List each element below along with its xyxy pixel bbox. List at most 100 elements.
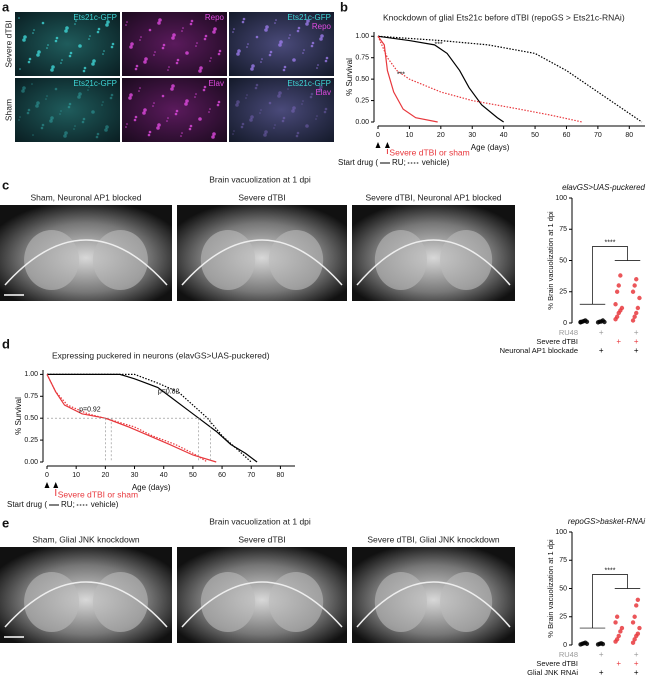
cell-signal — [134, 115, 138, 119]
cell-signal — [209, 60, 211, 62]
cell-signal — [264, 130, 268, 134]
cell-signal — [265, 25, 269, 29]
survival-curve — [46, 374, 217, 463]
cell-signal — [211, 135, 215, 139]
y-tick-label: 1.00 — [355, 33, 369, 40]
legend-text: RU; — [392, 158, 406, 167]
cell-signal — [101, 104, 103, 106]
cell-signal — [60, 110, 62, 112]
cell-signal — [235, 103, 239, 107]
cell-signal — [21, 89, 25, 93]
cell-signal — [302, 100, 304, 102]
brain-lobe — [24, 572, 80, 632]
data-point — [616, 283, 621, 288]
cell-signal — [156, 126, 160, 130]
arrow — [53, 482, 59, 488]
cell-signal — [208, 111, 210, 113]
cell-signal — [242, 17, 246, 21]
arrow — [44, 482, 50, 488]
cell-signal — [152, 105, 154, 107]
data-point — [632, 614, 637, 619]
cell-signal — [142, 111, 146, 115]
cell-signal — [140, 36, 142, 38]
cell-signal — [158, 18, 162, 22]
cell-signal — [126, 21, 128, 23]
data-point — [618, 629, 623, 634]
cell-signal — [175, 61, 179, 65]
cell-signal — [182, 27, 184, 29]
cell-signal — [55, 36, 59, 40]
cell-signal — [190, 19, 194, 23]
cell-signal — [134, 67, 138, 71]
cell-signal — [61, 59, 63, 61]
cell-signal — [92, 59, 96, 63]
cell-signal — [296, 29, 300, 33]
data-point — [614, 289, 620, 294]
cell-signal — [110, 45, 114, 49]
data-point — [632, 314, 637, 319]
x-tick-label: 30 — [131, 472, 139, 479]
cell-signal — [68, 54, 72, 58]
cell-signal — [91, 110, 95, 114]
annotation: p=0.92 — [79, 406, 101, 413]
cell-signal — [282, 68, 286, 72]
data-point — [634, 310, 639, 316]
cell-signal — [128, 96, 132, 100]
y-tick-label: 1.00 — [24, 371, 38, 378]
data-point — [602, 319, 607, 325]
y-tick-label: 100 — [555, 529, 567, 536]
cell-signal — [153, 102, 155, 104]
cell-signal — [105, 125, 109, 129]
cell-signal — [81, 120, 85, 124]
cell-signal — [174, 112, 178, 116]
image-label: Ets21c-GFP — [73, 79, 117, 88]
y-tick-label: 0.50 — [355, 76, 369, 83]
cell-signal — [259, 112, 261, 114]
cell-signal — [18, 17, 20, 19]
cell-signal — [194, 96, 196, 98]
cell-signal — [315, 118, 317, 120]
condition-mark: + — [634, 650, 639, 659]
cell-signal — [65, 26, 69, 30]
data-point — [616, 633, 621, 639]
cell-signal — [268, 53, 272, 57]
cell-signal — [282, 116, 286, 120]
row-label: Sham — [3, 99, 13, 121]
y-axis-label: % Brain vacuolization at 1 dpi — [546, 211, 555, 310]
cell-signal — [95, 135, 99, 139]
cell-signal — [49, 119, 53, 123]
x-axis-label: Age (days) — [132, 483, 171, 492]
survival-curve — [377, 36, 583, 123]
cell-signal — [162, 43, 166, 47]
cell-signal — [97, 27, 101, 31]
cell-signal — [47, 44, 49, 46]
cell-signal — [166, 120, 168, 122]
cell-signal — [64, 29, 68, 33]
cell-signal — [255, 83, 259, 87]
cell-signal — [41, 21, 45, 25]
y-tick-label: 100 — [555, 195, 567, 202]
cell-signal — [96, 132, 100, 136]
cell-signal — [279, 40, 283, 44]
brain-lobe — [374, 572, 427, 632]
cell-signal — [171, 36, 175, 40]
cell-signal — [143, 60, 147, 64]
data-point — [619, 305, 625, 311]
cell-signal — [274, 124, 276, 126]
micrograph — [15, 78, 120, 142]
cell-signal — [23, 35, 27, 39]
image-label: Repo — [312, 22, 332, 31]
cell-signal — [302, 52, 304, 54]
cell-signal — [241, 20, 245, 24]
brain-lobe — [200, 572, 256, 632]
y-tick-label: 0.50 — [24, 415, 38, 422]
row-label: Severe dTBI — [3, 20, 13, 67]
x-tick-label: 60 — [218, 472, 226, 479]
y-tick-label: 25 — [559, 289, 567, 296]
cell-signal — [260, 109, 262, 111]
cell-signal — [19, 116, 21, 118]
cell-signal — [217, 100, 221, 104]
cell-signal — [316, 67, 318, 69]
cell-signal — [317, 64, 319, 66]
